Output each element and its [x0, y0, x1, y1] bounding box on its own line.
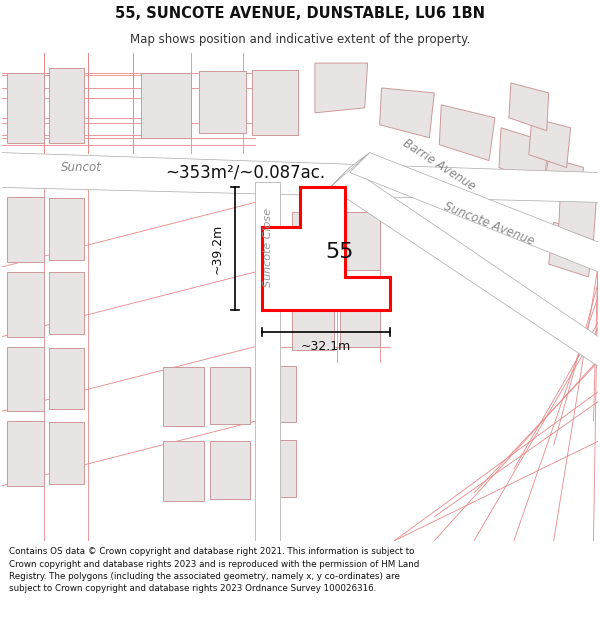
Polygon shape [2, 152, 598, 202]
Bar [256, 366, 296, 423]
Polygon shape [509, 83, 549, 131]
Bar [49, 422, 84, 484]
Bar [7, 421, 44, 486]
Bar [211, 441, 250, 499]
Bar [256, 440, 296, 497]
Text: ~39.2m: ~39.2m [211, 224, 223, 274]
Bar [252, 70, 298, 135]
Text: 55, SUNCOTE AVENUE, DUNSTABLE, LU6 1BN: 55, SUNCOTE AVENUE, DUNSTABLE, LU6 1BN [115, 6, 485, 21]
Polygon shape [559, 188, 596, 240]
Text: Map shows position and indicative extent of the property.: Map shows position and indicative extent… [130, 33, 470, 46]
Polygon shape [330, 152, 370, 188]
Polygon shape [549, 222, 593, 277]
Text: Barrie Avenue: Barrie Avenue [401, 136, 478, 192]
Bar [49, 272, 84, 334]
Text: Suncote Avenue: Suncote Avenue [442, 200, 536, 248]
Bar [49, 68, 84, 142]
Polygon shape [262, 188, 389, 310]
Polygon shape [499, 127, 549, 184]
Text: ~353m²/~0.087ac.: ~353m²/~0.087ac. [166, 164, 326, 181]
Text: Suncote Close: Suncote Close [263, 208, 273, 287]
Bar [49, 198, 84, 260]
Text: Contains OS data © Crown copyright and database right 2021. This information is : Contains OS data © Crown copyright and d… [9, 548, 419, 593]
Polygon shape [544, 158, 584, 201]
Bar [163, 366, 205, 426]
Bar [7, 198, 44, 262]
Bar [163, 441, 205, 501]
Bar [49, 348, 84, 409]
Polygon shape [255, 182, 280, 541]
Bar [199, 71, 246, 132]
Polygon shape [315, 63, 368, 113]
Text: 55: 55 [326, 242, 354, 262]
Bar [292, 290, 334, 349]
Bar [340, 213, 380, 270]
Polygon shape [380, 88, 434, 138]
Text: Suncot: Suncot [61, 161, 102, 174]
Bar [7, 73, 44, 142]
Polygon shape [529, 118, 571, 168]
Bar [7, 272, 44, 337]
Bar [292, 213, 334, 272]
Polygon shape [439, 105, 495, 161]
Polygon shape [330, 168, 598, 366]
Bar [141, 73, 191, 138]
Text: ~32.1m: ~32.1m [301, 340, 351, 353]
Bar [211, 366, 250, 424]
Polygon shape [350, 152, 598, 272]
Bar [340, 290, 380, 347]
Bar [7, 347, 44, 411]
